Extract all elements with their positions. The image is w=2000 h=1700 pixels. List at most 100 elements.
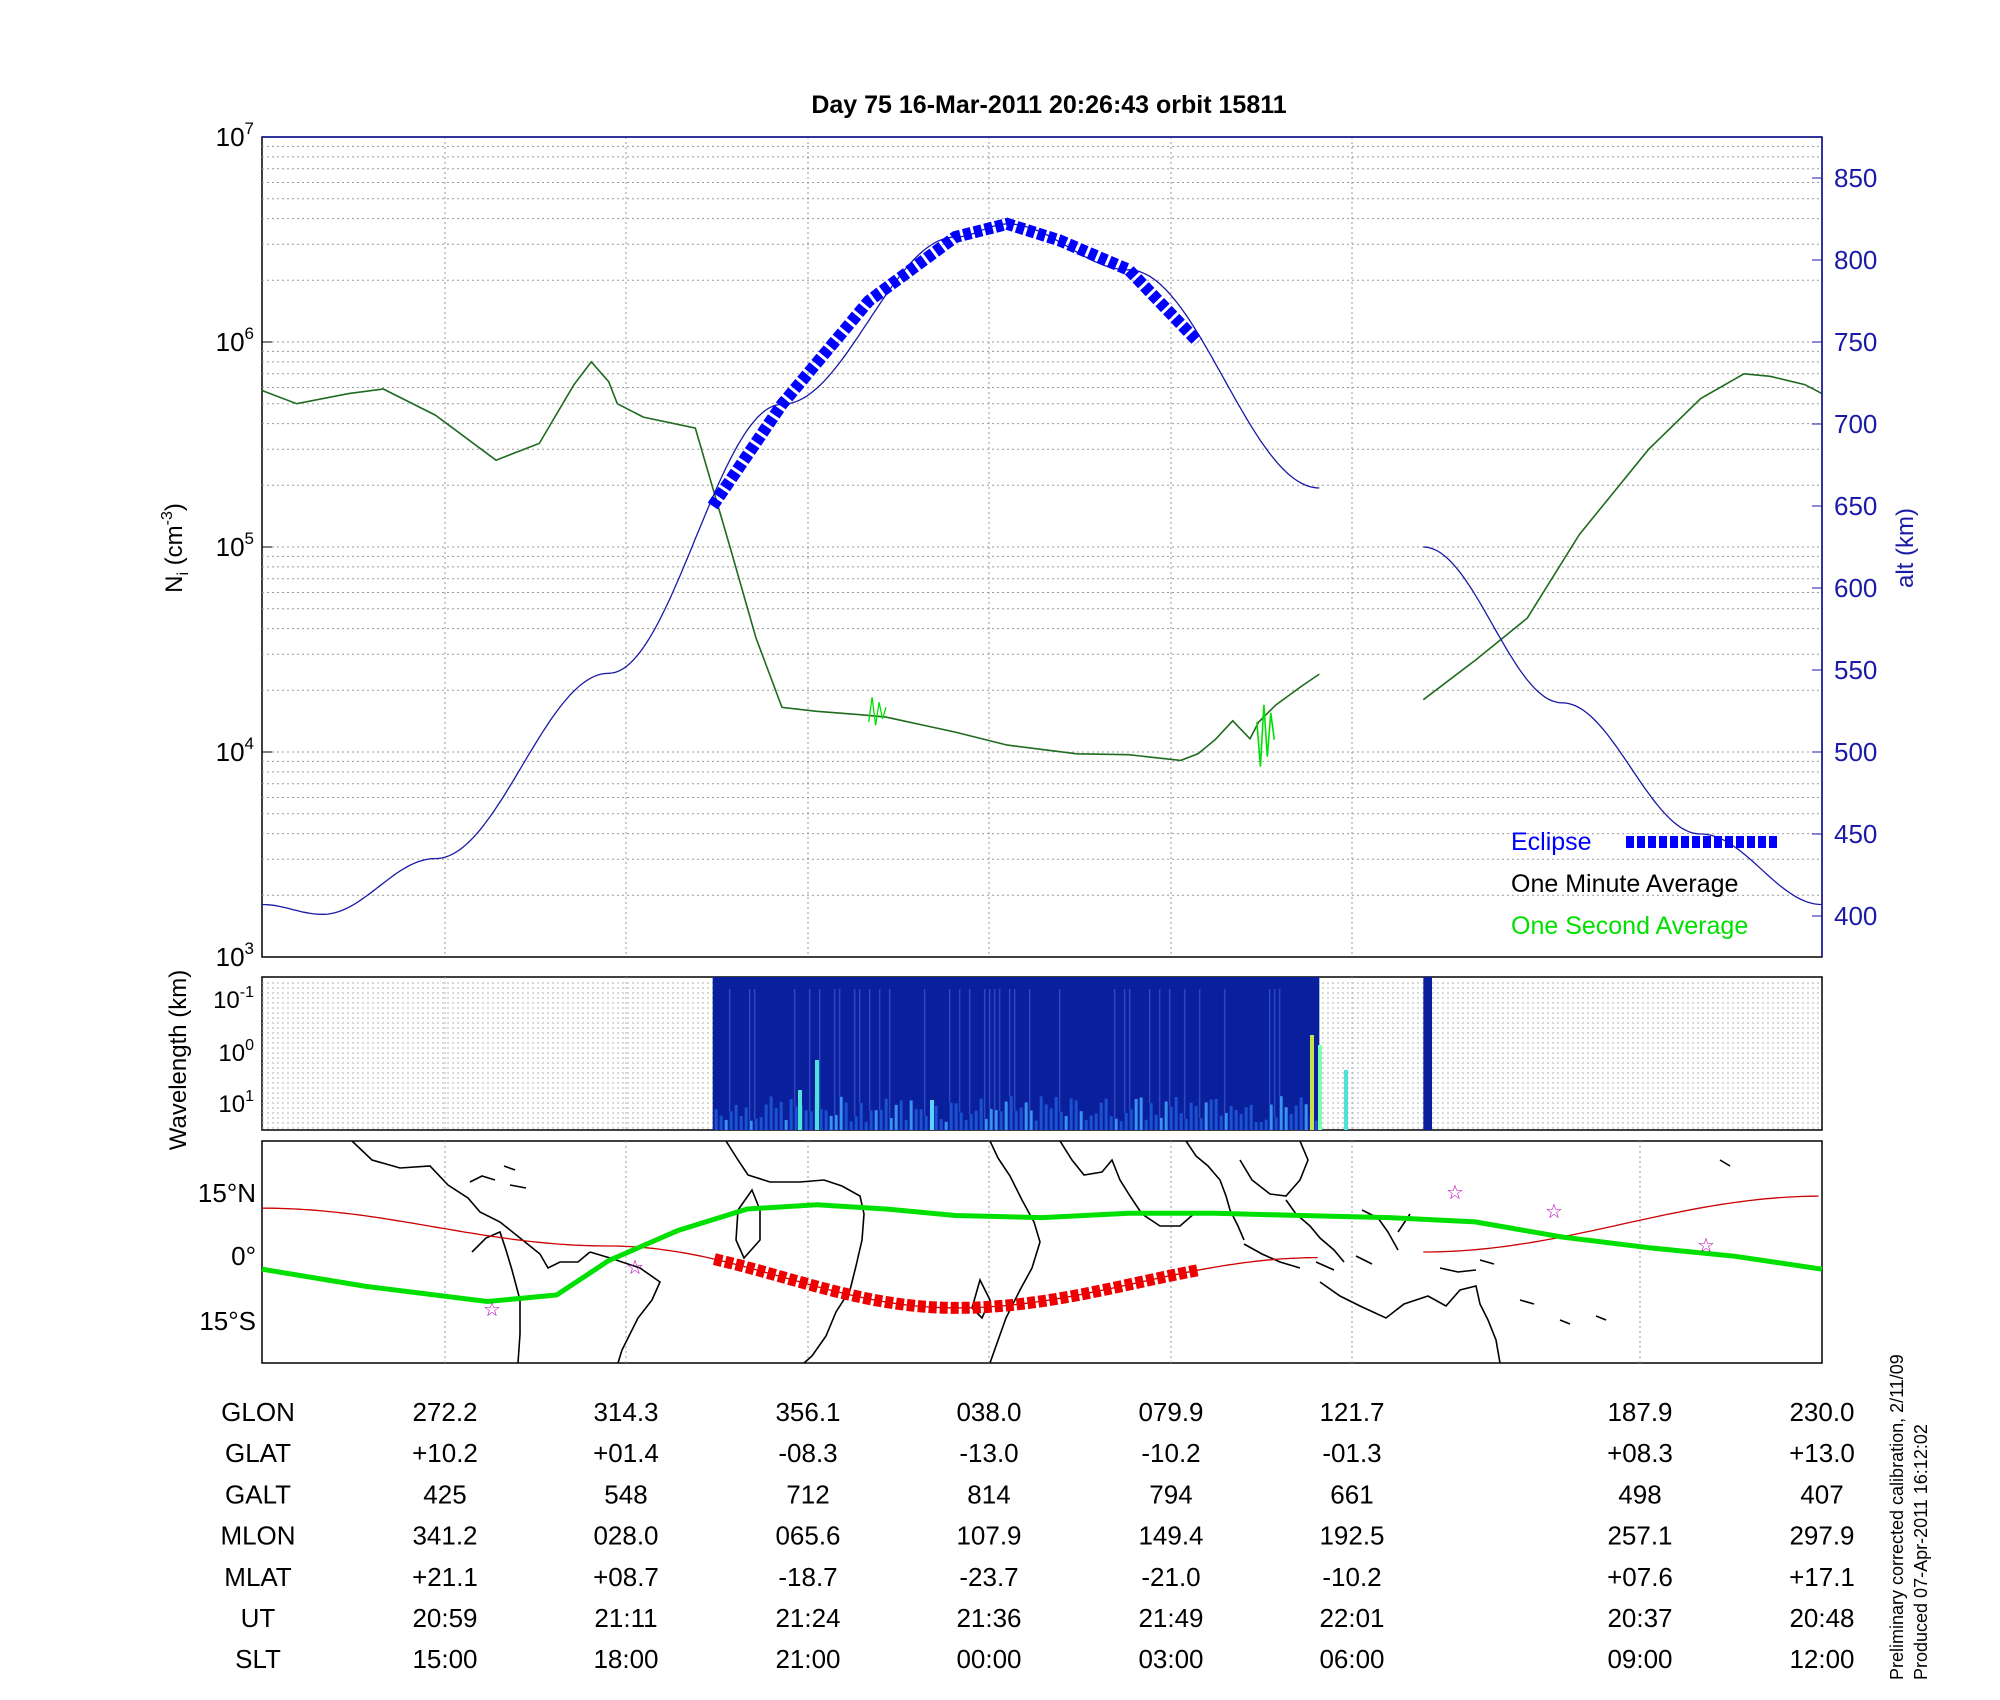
spectrogram-streak (734, 1104, 738, 1130)
one-second-average-line (868, 697, 887, 726)
spectrogram-streak (1169, 1106, 1173, 1130)
table-cell: 028.0 (593, 1521, 658, 1551)
altitude-ylabel: alt (km) (1892, 508, 1919, 588)
table-cell: -18.7 (778, 1562, 837, 1592)
spectrogram-peak (1310, 1035, 1314, 1130)
spectrogram-streak (1264, 1119, 1268, 1130)
map-panel-frame (261, 1140, 1823, 1364)
table-cell: 794 (1149, 1479, 1192, 1509)
table-cell: 407 (1800, 1479, 1843, 1509)
table-cell: 18:00 (593, 1644, 658, 1674)
spectrogram-streak (924, 1116, 928, 1130)
spectrogram-peak (1318, 1045, 1322, 1130)
ground-track-eclipse-segment (712, 1253, 1200, 1314)
table-cell: 661 (1330, 1479, 1373, 1509)
spectrogram-streak (1019, 1107, 1023, 1130)
y2-tick-label: 550 (1834, 655, 1877, 685)
spectrogram-streak (1139, 1097, 1143, 1130)
map-axes: 15°N 0° 15°S (198, 1178, 256, 1336)
spectrogram-streak (829, 1115, 833, 1130)
spectrogram-peak (1344, 1070, 1348, 1130)
table-cell: 06:00 (1319, 1644, 1384, 1674)
spectrogram-streak (1129, 1109, 1133, 1130)
y2-tick-label: 800 (1834, 245, 1877, 275)
spectrogram-streak (1269, 1104, 1273, 1130)
table-cell: 21:11 (594, 1603, 657, 1633)
spectrogram-streak (874, 1110, 878, 1130)
spectrogram-streak (744, 1107, 748, 1130)
spectrogram-streak (834, 1114, 838, 1130)
spectrogram-streak (1009, 1096, 1013, 1130)
spectrogram-peak (815, 1060, 819, 1130)
table-cell: 065.6 (775, 1521, 840, 1551)
spectrogram-streak (869, 1110, 873, 1130)
table-row-label: MLAT (224, 1562, 292, 1592)
altitude-line (1423, 546, 1823, 906)
table-cell: +07.6 (1607, 1562, 1673, 1592)
y-tick-label: 107 (216, 119, 254, 152)
spectrogram-streak (954, 1103, 958, 1130)
table-cell: 09:00 (1607, 1644, 1672, 1674)
spectrogram-streak (1144, 1119, 1148, 1130)
spectrogram-streak (1134, 1098, 1138, 1130)
density-axes: 103 104 105 106 107 400 450 500 550 600 650 700 750 8… (216, 119, 1878, 972)
spectrogram-streak (724, 1119, 728, 1130)
one-minute-average-line (261, 360, 1320, 762)
spectrogram-tick-label: 101 (218, 1088, 254, 1118)
density-series (261, 217, 1823, 915)
spectrogram-streak (1179, 1113, 1183, 1130)
table-cell: 356.1 (775, 1397, 840, 1427)
spectrogram-streak (909, 1100, 913, 1130)
y-tick-label: 104 (216, 734, 254, 767)
spectrogram-streak (1214, 1098, 1218, 1130)
y2-tick-label: 500 (1834, 737, 1877, 767)
spectrogram-streak (1149, 1103, 1153, 1130)
spectrogram-streak (1174, 1096, 1178, 1130)
spectrogram-streak (824, 1110, 828, 1130)
table-cell: -08.3 (778, 1438, 837, 1468)
station-star-icon: ☆ (1446, 1182, 1464, 1204)
table-row-label: GALT (225, 1479, 291, 1509)
station-star-icon: ☆ (626, 1257, 644, 1279)
spectrogram-streak (999, 1111, 1003, 1130)
table-cell: 425 (423, 1479, 466, 1509)
coastline-map (351, 1140, 1731, 1364)
spectrogram-streak (844, 1102, 848, 1130)
footer-produced: Produced 07-Apr-2011 16:12:02 (1911, 1424, 1931, 1680)
spectrogram-streak (974, 1110, 978, 1130)
spectrogram-streak (1119, 1121, 1123, 1130)
table-cell: 297.9 (1789, 1521, 1854, 1551)
table-cell: 149.4 (1138, 1521, 1203, 1551)
spectrogram-streak (849, 1121, 853, 1130)
table-cell: 12:00 (1789, 1644, 1854, 1674)
spectrogram-streak (1294, 1105, 1298, 1130)
table-cell: 22:01 (1319, 1603, 1384, 1633)
table-cell: 314.3 (593, 1397, 658, 1427)
magnetic-equator-line (261, 1202, 1823, 1305)
table-cell: 21:36 (956, 1603, 1021, 1633)
spectrogram-streak (1014, 1110, 1018, 1130)
spectrogram-streak (1289, 1113, 1293, 1130)
spectrogram-block (712, 977, 1320, 1130)
spectrogram-streak (1244, 1107, 1248, 1130)
table-cell: 712 (786, 1479, 829, 1509)
table-row-label: MLON (220, 1521, 295, 1551)
table-cell: +01.4 (593, 1438, 659, 1468)
spectrogram-streak (1069, 1098, 1073, 1130)
legend-minute-label: One Minute Average (1511, 870, 1738, 898)
spectrogram-streak (774, 1107, 778, 1130)
spectrogram-axes: 10-1 100 101 (213, 984, 254, 1118)
spectrogram-streak (1004, 1101, 1008, 1130)
y2-tick-label: 400 (1834, 901, 1877, 931)
spectrogram-streak (959, 1112, 963, 1130)
density-ylabel: Ni (cm-3) (159, 503, 192, 593)
table-cell: 20:59 (412, 1603, 477, 1633)
station-star-icon: ☆ (483, 1299, 501, 1321)
spectrogram-streak (1189, 1102, 1193, 1130)
spectrogram-streak (1084, 1119, 1088, 1130)
spectrogram-block (1423, 977, 1432, 1130)
spectrogram-streak (1124, 1113, 1128, 1130)
spectrogram-streak (1184, 1118, 1188, 1130)
table-cell: -10.2 (1141, 1438, 1200, 1468)
table-cell: 187.9 (1607, 1397, 1672, 1427)
